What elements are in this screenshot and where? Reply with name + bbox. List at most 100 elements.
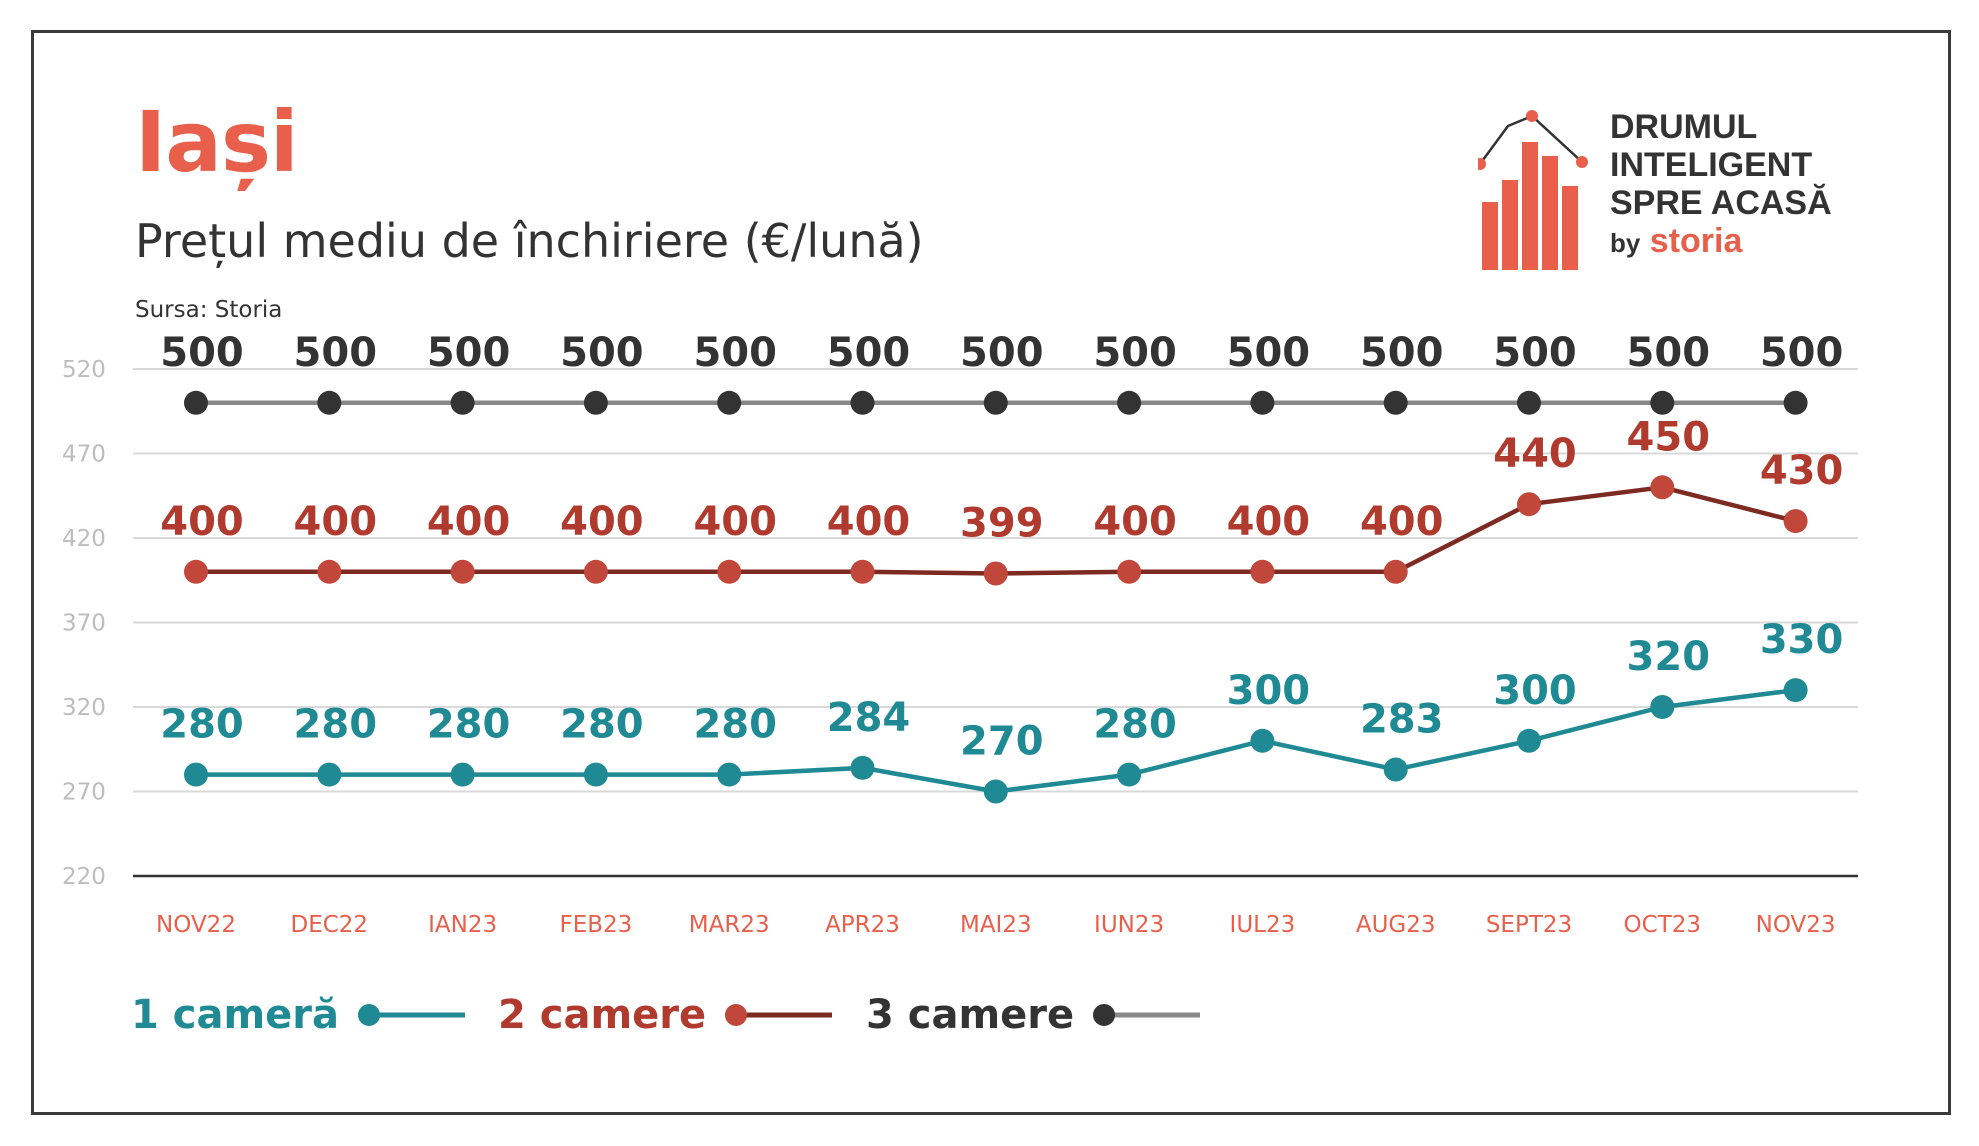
point-2-camere bbox=[583, 559, 608, 584]
x-tick-label: NOV23 bbox=[1756, 912, 1836, 938]
data-label-1-camera: 283 bbox=[1360, 697, 1444, 743]
data-label-3-camere: 500 bbox=[1493, 330, 1577, 376]
point-3-camere bbox=[850, 390, 875, 415]
data-label-2-camere: 400 bbox=[294, 499, 378, 545]
x-tick-label: AUG23 bbox=[1356, 912, 1436, 938]
point-3-camere bbox=[1383, 390, 1408, 415]
data-label-3-camere: 500 bbox=[427, 330, 511, 376]
data-label-2-camere: 400 bbox=[427, 499, 511, 545]
source-note: Sursa: Storia bbox=[135, 297, 283, 323]
data-label-1-camera: 280 bbox=[160, 702, 244, 748]
legend-label-2-camere: 2 camere bbox=[498, 992, 707, 1038]
logo-line-2: INTELIGENT bbox=[1610, 146, 1813, 184]
legend-item-1-camera: 1 cameră bbox=[131, 985, 467, 1045]
point-1-camera bbox=[583, 762, 608, 787]
legend-item-2-camere: 2 camere bbox=[498, 985, 834, 1045]
data-label-2-camere: 400 bbox=[160, 499, 244, 545]
point-1-camera bbox=[850, 755, 875, 780]
point-3-camere bbox=[450, 390, 475, 415]
point-2-camere bbox=[317, 559, 342, 584]
x-tick-label: IAN23 bbox=[428, 912, 497, 938]
x-tick-label: IUL23 bbox=[1230, 912, 1296, 938]
chart-title: Iași bbox=[135, 93, 299, 191]
logo-line-3: SPRE ACASĂ bbox=[1610, 184, 1832, 222]
point-3-camere bbox=[1650, 390, 1675, 415]
data-label-2-camere: 400 bbox=[1093, 499, 1177, 545]
data-label-1-camera: 270 bbox=[960, 719, 1044, 765]
point-3-camere bbox=[1517, 390, 1541, 415]
point-3-camere bbox=[583, 390, 608, 415]
logo-by: by bbox=[1610, 228, 1641, 258]
point-2-camere bbox=[1650, 475, 1675, 500]
chart-subtitle: Prețul mediu de închiriere (€/lună) bbox=[135, 214, 924, 268]
y-tick-label: 520 bbox=[62, 357, 106, 383]
data-label-1-camera: 280 bbox=[693, 702, 777, 748]
point-1-camera bbox=[983, 779, 1008, 804]
point-2-camere bbox=[983, 561, 1008, 586]
data-label-3-camere: 500 bbox=[1760, 330, 1844, 376]
y-tick-label: 370 bbox=[62, 611, 106, 637]
point-3-camere bbox=[1783, 390, 1808, 415]
y-tick-label: 220 bbox=[62, 864, 106, 890]
x-tick-label: SEPT23 bbox=[1486, 912, 1572, 938]
x-tick-label: IUN23 bbox=[1094, 912, 1164, 938]
x-tick-label: OCT23 bbox=[1624, 912, 1701, 938]
point-2-camere bbox=[1117, 559, 1142, 584]
logo-line-1: DRUMUL bbox=[1610, 108, 1758, 146]
data-label-1-camera: 330 bbox=[1760, 617, 1844, 663]
legend-swatch-1-camera bbox=[358, 1004, 465, 1026]
data-label-2-camere: 399 bbox=[960, 500, 1044, 546]
data-label-2-camere: 400 bbox=[827, 499, 911, 545]
brand-logo-text: DRUMUL INTELIGENT SPRE ACASĂ by storia bbox=[1610, 108, 1832, 262]
point-1-camera bbox=[1250, 728, 1275, 753]
point-1-camera bbox=[1650, 695, 1675, 719]
y-tick-label: 320 bbox=[62, 695, 106, 721]
data-label-1-camera: 300 bbox=[1493, 668, 1577, 714]
data-label-2-camere: 400 bbox=[560, 499, 644, 545]
data-label-3-camere: 500 bbox=[960, 330, 1044, 376]
point-3-camere bbox=[184, 390, 208, 415]
y-tick-label: 420 bbox=[62, 526, 106, 552]
legend-swatch-2-camere bbox=[725, 1004, 833, 1026]
point-1-camera bbox=[1783, 678, 1808, 703]
x-tick-label: MAI23 bbox=[960, 912, 1032, 938]
data-label-3-camere: 500 bbox=[827, 330, 911, 376]
data-label-2-camere: 450 bbox=[1627, 414, 1711, 460]
data-label-2-camere: 400 bbox=[1227, 499, 1311, 545]
data-label-3-camere: 500 bbox=[693, 330, 777, 376]
point-1-camera bbox=[184, 762, 208, 787]
point-1-camera bbox=[1517, 728, 1541, 753]
point-2-camere bbox=[850, 559, 875, 584]
x-tick-label: DEC22 bbox=[291, 912, 369, 938]
logo-brand: storia bbox=[1649, 222, 1743, 260]
legend-label-1-camera: 1 cameră bbox=[131, 992, 339, 1038]
data-label-3-camere: 500 bbox=[560, 330, 644, 376]
point-1-camera bbox=[1117, 762, 1142, 787]
legend-label-3-camere: 3 camere bbox=[866, 992, 1075, 1038]
x-tick-label: NOV22 bbox=[156, 912, 236, 938]
data-label-1-camera: 280 bbox=[427, 702, 511, 748]
data-label-2-camere: 400 bbox=[693, 499, 777, 545]
data-label-2-camere: 400 bbox=[1360, 499, 1444, 545]
point-3-camere bbox=[1250, 390, 1275, 415]
y-tick-label: 470 bbox=[62, 442, 106, 468]
point-2-camere bbox=[717, 559, 742, 584]
y-tick-label: 270 bbox=[62, 780, 106, 806]
point-3-camere bbox=[1117, 390, 1142, 415]
point-3-camere bbox=[717, 390, 742, 415]
legend-swatch-3-camere bbox=[1093, 1004, 1201, 1026]
data-label-3-camere: 500 bbox=[1360, 330, 1444, 376]
point-2-camere bbox=[1383, 559, 1408, 584]
x-tick-label: APR23 bbox=[825, 912, 900, 938]
data-label-1-camera: 320 bbox=[1627, 634, 1711, 680]
point-3-camere bbox=[983, 390, 1008, 415]
data-label-2-camere: 440 bbox=[1493, 431, 1577, 477]
point-2-camere bbox=[1517, 492, 1541, 517]
point-2-camere bbox=[1250, 559, 1275, 584]
point-1-camera bbox=[717, 762, 742, 787]
data-label-3-camere: 500 bbox=[160, 330, 244, 376]
data-label-1-camera: 300 bbox=[1227, 668, 1311, 714]
point-1-camera bbox=[317, 762, 342, 787]
point-2-camere bbox=[184, 559, 208, 584]
